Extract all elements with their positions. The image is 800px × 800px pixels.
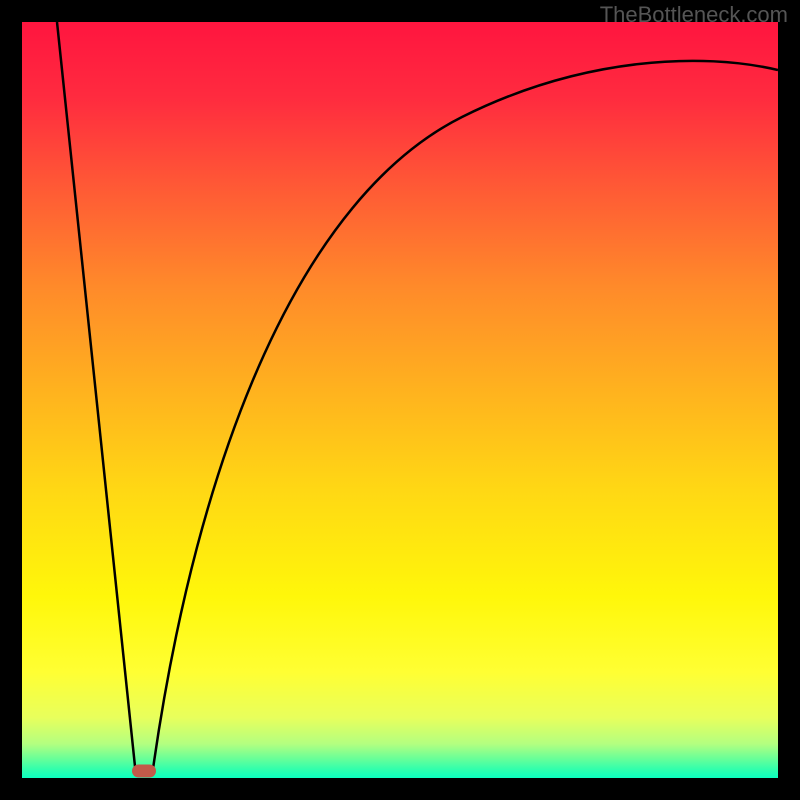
curve-right-branch [152,61,778,776]
curve-layer [22,22,778,778]
optimal-point-marker [132,764,156,777]
curve-left-branch [57,22,136,776]
watermark-text: TheBottleneck.com [600,2,788,28]
figure-root: TheBottleneck.com [0,0,800,800]
plot-area [22,22,778,778]
